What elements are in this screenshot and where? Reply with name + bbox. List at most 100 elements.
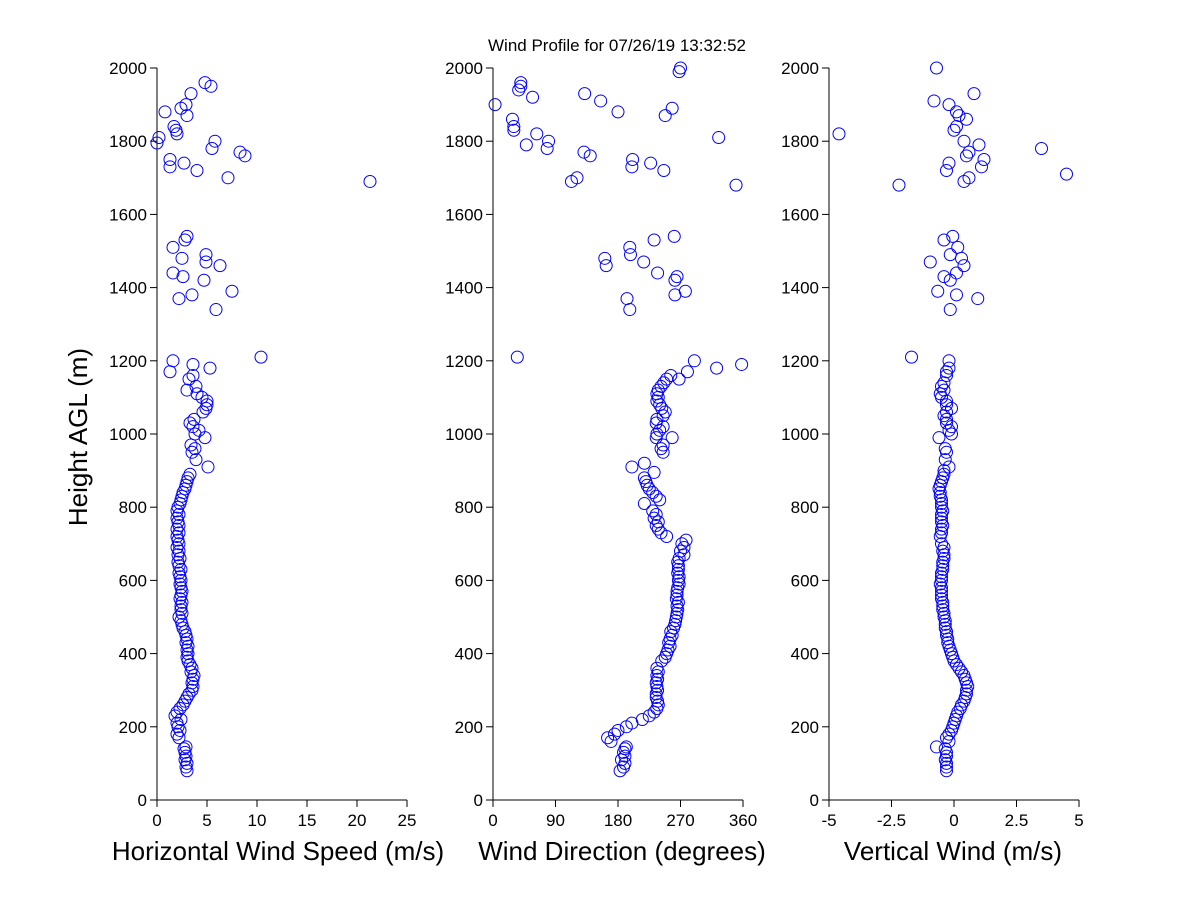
data-point [940,760,953,774]
data-point [649,508,663,522]
data-point [540,142,554,156]
data-point [175,251,189,265]
y-tick-label: 1200 [781,352,819,371]
data-point [960,149,973,163]
data-point [678,284,692,298]
data-point [658,109,672,123]
data-point [654,442,668,456]
data-point [674,61,687,75]
y-tick-label: 0 [474,791,483,810]
data-point [935,592,948,606]
x-tick-label: 2.5 [1005,811,1029,830]
data-point [942,460,956,474]
y-tick-label: 600 [455,571,483,590]
data-point [598,251,612,265]
data-point [665,101,679,115]
data-point [172,731,186,745]
data-point [601,731,615,745]
data-point [150,136,164,150]
data-point [945,427,958,441]
x-tick-label: 15 [298,811,317,830]
data-point [642,482,656,496]
data-point [951,240,965,254]
data-point [198,76,212,90]
data-point [644,156,658,170]
data-point [163,160,177,174]
data-point [936,559,950,573]
data-point [950,105,963,119]
x-tick-label: -2.5 [877,811,906,830]
data-point [176,270,190,284]
data-point [930,61,943,75]
data-point [619,740,633,754]
data-point [972,138,986,152]
data-point [170,511,184,525]
y-tick-label: 1600 [445,205,483,224]
data-point [646,504,660,518]
data-point [735,357,749,371]
data-point [158,105,172,119]
data-point [542,134,556,148]
data-point [892,178,906,192]
data-point [935,515,948,529]
y-tick-label: 1800 [445,132,483,151]
y-tick-label: 200 [791,718,819,737]
data-point [170,529,184,543]
data-point [170,716,184,730]
data-point [710,361,724,375]
data-point [653,493,667,507]
data-point [172,526,186,540]
data-point [664,368,678,382]
data-point [174,603,188,617]
data-point [937,610,951,624]
data-point [937,551,951,565]
data-point [677,540,691,554]
data-point [505,112,519,126]
vertical-wind-panel: 0 200 400 600 800 1000 1200 1400 1600 1800 2000 -5 -… [781,59,1084,866]
y-tick-label: 1000 [781,425,819,444]
data-point [186,368,200,382]
data-point [940,368,953,382]
data-point [940,731,953,745]
data-point [167,120,181,134]
data-point [180,383,194,397]
data-point [952,109,966,123]
data-point [937,270,951,284]
data-point [530,127,544,141]
data-point [677,548,691,562]
direction-panel: 0 200 400 600 800 1000 1200 1400 1600 1800 2000 0 90… [445,59,766,866]
y-tick-label: 0 [138,791,147,810]
data-point [180,229,194,243]
data-point [937,383,951,397]
data-point [650,412,664,426]
x-axis-label: Horizontal Wind Speed (m/s) [112,836,444,866]
y-tick-label: 800 [455,498,483,517]
data-point [180,756,194,770]
data-point [604,734,618,748]
data-point [185,661,199,675]
data-point [670,270,684,284]
data-point [170,727,184,741]
data-point [935,497,948,511]
data-point [936,562,950,576]
data-point [938,621,952,635]
y-tick-label: 200 [119,718,147,737]
data-point [172,544,186,558]
data-point [254,350,268,364]
x-tick-label: 0 [152,811,161,830]
data-point [933,489,947,503]
data-point [583,149,597,163]
data-point [189,453,203,467]
data-point [647,465,661,479]
data-point [923,255,937,269]
data-point [687,354,701,368]
data-point [197,273,211,287]
y-tick-label: 1200 [445,352,483,371]
data-point [940,163,953,177]
data-point [180,691,194,705]
y-tick-label: 800 [119,498,147,517]
data-point [625,460,639,474]
data-point [166,266,180,280]
y-tick-label: 2000 [781,59,819,78]
